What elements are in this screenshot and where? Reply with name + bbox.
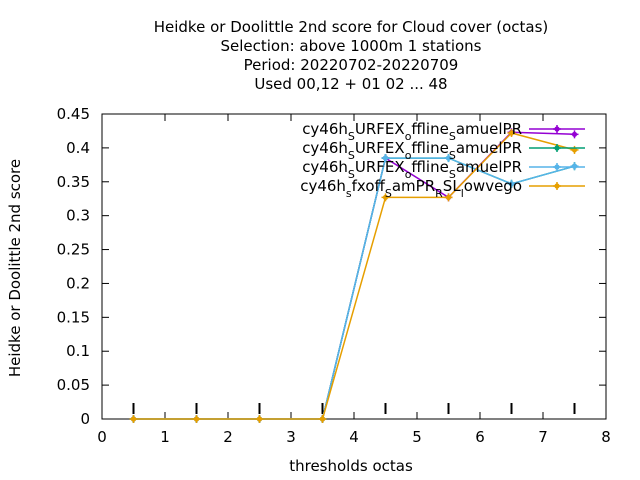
- legend-item-4: cy46hsfxoffSamPRRSLlowvego: [300, 177, 585, 200]
- data-point: [570, 162, 579, 171]
- data-point: [507, 128, 516, 137]
- legend-label-part: URFEX: [355, 120, 405, 138]
- data-point: [129, 415, 138, 423]
- x-tick-label: 8: [601, 428, 611, 446]
- legend-label-subscript: o: [405, 149, 412, 162]
- legend-marker: [554, 145, 560, 151]
- legend-label-subscript: S: [348, 168, 355, 181]
- legend-label-part: cy46h: [300, 177, 346, 195]
- legend-label-subscript: o: [405, 130, 412, 143]
- y-axis: 0 0.05 0.1 0.15 0.2 0.25 0.3 0.35 0.4 0.45: [57, 105, 606, 428]
- legend-label-part: SL: [443, 177, 462, 195]
- x-axis-label: thresholds octas: [289, 457, 413, 475]
- y-tick-label: 0.15: [57, 308, 90, 326]
- legend-label-subscript: S: [385, 187, 392, 200]
- legend-label-part: fxoff: [352, 177, 386, 195]
- legend-label-part: amuelPR: [456, 139, 522, 157]
- legend-label-part: owvego: [464, 177, 522, 195]
- x-tick-label: 0: [97, 428, 107, 446]
- chart-title-line: Selection: above 1000m 1 stations: [220, 37, 481, 55]
- data-point: [255, 415, 264, 423]
- x-tick-label: 6: [475, 428, 485, 446]
- y-axis-label: Heidke or Doolittle 2nd score: [6, 159, 24, 377]
- series-4: [129, 128, 579, 423]
- y-tick-label: 0.4: [66, 139, 90, 157]
- legend-label-part: ffline: [411, 158, 448, 176]
- series-line: [133, 132, 575, 420]
- legend-label-part: cy46h: [302, 120, 348, 138]
- y-tick-label: 0.2: [66, 274, 90, 292]
- legend-marker: [554, 183, 560, 189]
- series-line: [133, 157, 575, 420]
- legend-label-part: amuelPR: [456, 120, 522, 138]
- chart-title-line: Used 00,12 + 01 02 ... 48: [254, 75, 447, 93]
- y-tick-label: 0.45: [57, 105, 90, 123]
- y-tick-label: 0: [80, 410, 90, 428]
- y-tick-label: 0.05: [57, 376, 90, 394]
- x-tick-label: 4: [349, 428, 359, 446]
- legend: cy46hSURFEXofflineSamuelPRcy46hSURFEXoff…: [300, 120, 585, 200]
- legend-label-subscript: o: [405, 168, 412, 181]
- data-point: [381, 193, 390, 202]
- x-tick-label: 2: [223, 428, 233, 446]
- legend-marker: [554, 126, 560, 132]
- legend-label-part: URFEX: [355, 158, 405, 176]
- legend-label-subscript: R: [435, 187, 443, 200]
- y-tick-label: 0.1: [66, 342, 90, 360]
- legend-label: cy46hSURFEXofflineSamuelPR: [302, 158, 522, 181]
- legend-label-subscript: S: [348, 149, 355, 162]
- legend-label: cy46hsfxoffSamPRRSLlowvego: [300, 177, 522, 200]
- legend-label-part: amuelPR: [456, 158, 522, 176]
- x-tick-label: 7: [538, 428, 548, 446]
- legend-label-subscript: S: [449, 168, 456, 181]
- data-point: [381, 154, 390, 163]
- chart-title-line: Period: 20220702-20220709: [244, 56, 459, 74]
- legend-label-part: amPR: [392, 177, 435, 195]
- data-point: [444, 154, 453, 163]
- legend-item-2: cy46hSURFEXofflineSamuelPR: [302, 139, 585, 162]
- legend-label: cy46hSURFEXofflineSamuelPR: [302, 139, 522, 162]
- x-axis: 0 1 2 3 4 5 6 7 8: [97, 114, 611, 446]
- data-point: [570, 145, 579, 154]
- legend-label-subscript: S: [348, 130, 355, 143]
- x-tick-label: 5: [412, 428, 422, 446]
- data-point: [444, 193, 453, 202]
- data-point: [570, 130, 579, 139]
- y-tick-label: 0.3: [66, 207, 90, 225]
- legend-label-subscript: S: [449, 130, 456, 143]
- x-tick-label: 1: [160, 428, 170, 446]
- legend-label: cy46hSURFEXofflineSamuelPR: [302, 120, 522, 143]
- legend-label-part: URFEX: [355, 139, 405, 157]
- data-point: [318, 415, 327, 423]
- data-point: [192, 415, 201, 423]
- legend-label-part: ffline: [411, 139, 448, 157]
- series-lines: [129, 128, 579, 423]
- chart-title-line: Heidke or Doolittle 2nd score for Cloud …: [154, 18, 549, 36]
- legend-item-1: cy46hSURFEXofflineSamuelPR: [302, 120, 585, 143]
- y-tick-label: 0.25: [57, 241, 90, 259]
- chart-title: Heidke or Doolittle 2nd score for Cloud …: [154, 18, 549, 93]
- legend-label-part: cy46h: [302, 158, 348, 176]
- legend-marker: [554, 164, 560, 170]
- y-tick-label: 0.35: [57, 173, 90, 191]
- legend-label-subscript: S: [449, 149, 456, 162]
- legend-label-subscript: l: [461, 187, 464, 200]
- x-tick-label: 3: [286, 428, 296, 446]
- data-point: [507, 179, 516, 188]
- legend-label-subscript: s: [346, 187, 352, 200]
- legend-item-3: cy46hSURFEXofflineSamuelPR: [302, 158, 585, 181]
- legend-label-part: cy46h: [302, 139, 348, 157]
- legend-label-part: ffline: [411, 120, 448, 138]
